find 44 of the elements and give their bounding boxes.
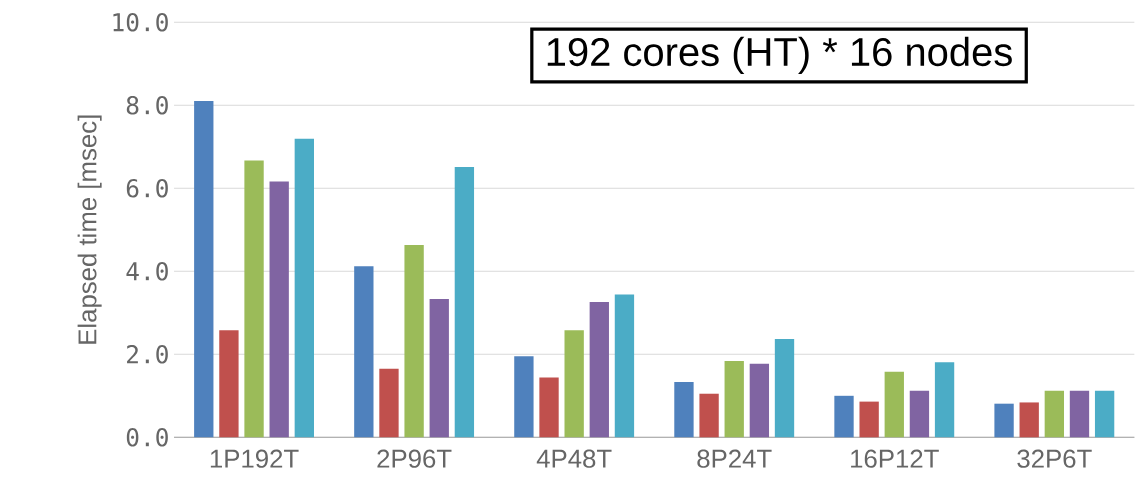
bar	[454, 166, 475, 438]
x-tick-label: 1P192T	[210, 449, 299, 468]
bar	[194, 100, 214, 438]
x-tick-label: 8P24T	[697, 449, 772, 468]
y-axis-title: Elapsed time [msec]	[77, 115, 102, 344]
bar	[749, 363, 770, 438]
bar	[674, 381, 694, 438]
y-tick-label: 4.0	[126, 261, 168, 281]
bar	[589, 301, 609, 438]
bar	[774, 338, 795, 438]
annotation: 192 cores (HT) * 16 nodes	[547, 36, 1012, 74]
bar	[614, 294, 635, 438]
y-tick-label: 10.0	[113, 12, 168, 32]
bar	[429, 298, 449, 438]
bar	[269, 181, 289, 438]
bar	[1044, 390, 1065, 438]
bar	[564, 330, 584, 438]
bar	[909, 390, 930, 438]
bar	[354, 266, 374, 438]
x-tick-label: 16P12T	[851, 449, 939, 468]
x-tick-label: 32P6T	[1017, 449, 1092, 468]
bar	[539, 377, 559, 438]
y-tick-label: 2.0	[127, 344, 168, 364]
y-tick-label: 6.0	[126, 178, 168, 198]
bar	[834, 395, 854, 438]
y-tick-label: 0.0	[126, 427, 168, 447]
bar	[724, 360, 744, 438]
bar	[514, 356, 534, 438]
bar	[244, 160, 264, 438]
bar	[404, 244, 424, 438]
x-tick-label: 2P96T	[377, 449, 452, 468]
bar	[294, 138, 314, 438]
bar	[219, 330, 239, 438]
bar	[934, 362, 955, 438]
bar	[1019, 402, 1039, 438]
bar	[379, 368, 399, 438]
bar	[1094, 390, 1115, 438]
bar	[699, 393, 719, 438]
bar	[884, 371, 904, 438]
x-tick-label: 4P48T	[536, 449, 612, 468]
y-tick-label: 8.0	[126, 95, 168, 115]
bar	[994, 403, 1014, 438]
bar	[1069, 390, 1090, 438]
bar	[859, 401, 879, 438]
